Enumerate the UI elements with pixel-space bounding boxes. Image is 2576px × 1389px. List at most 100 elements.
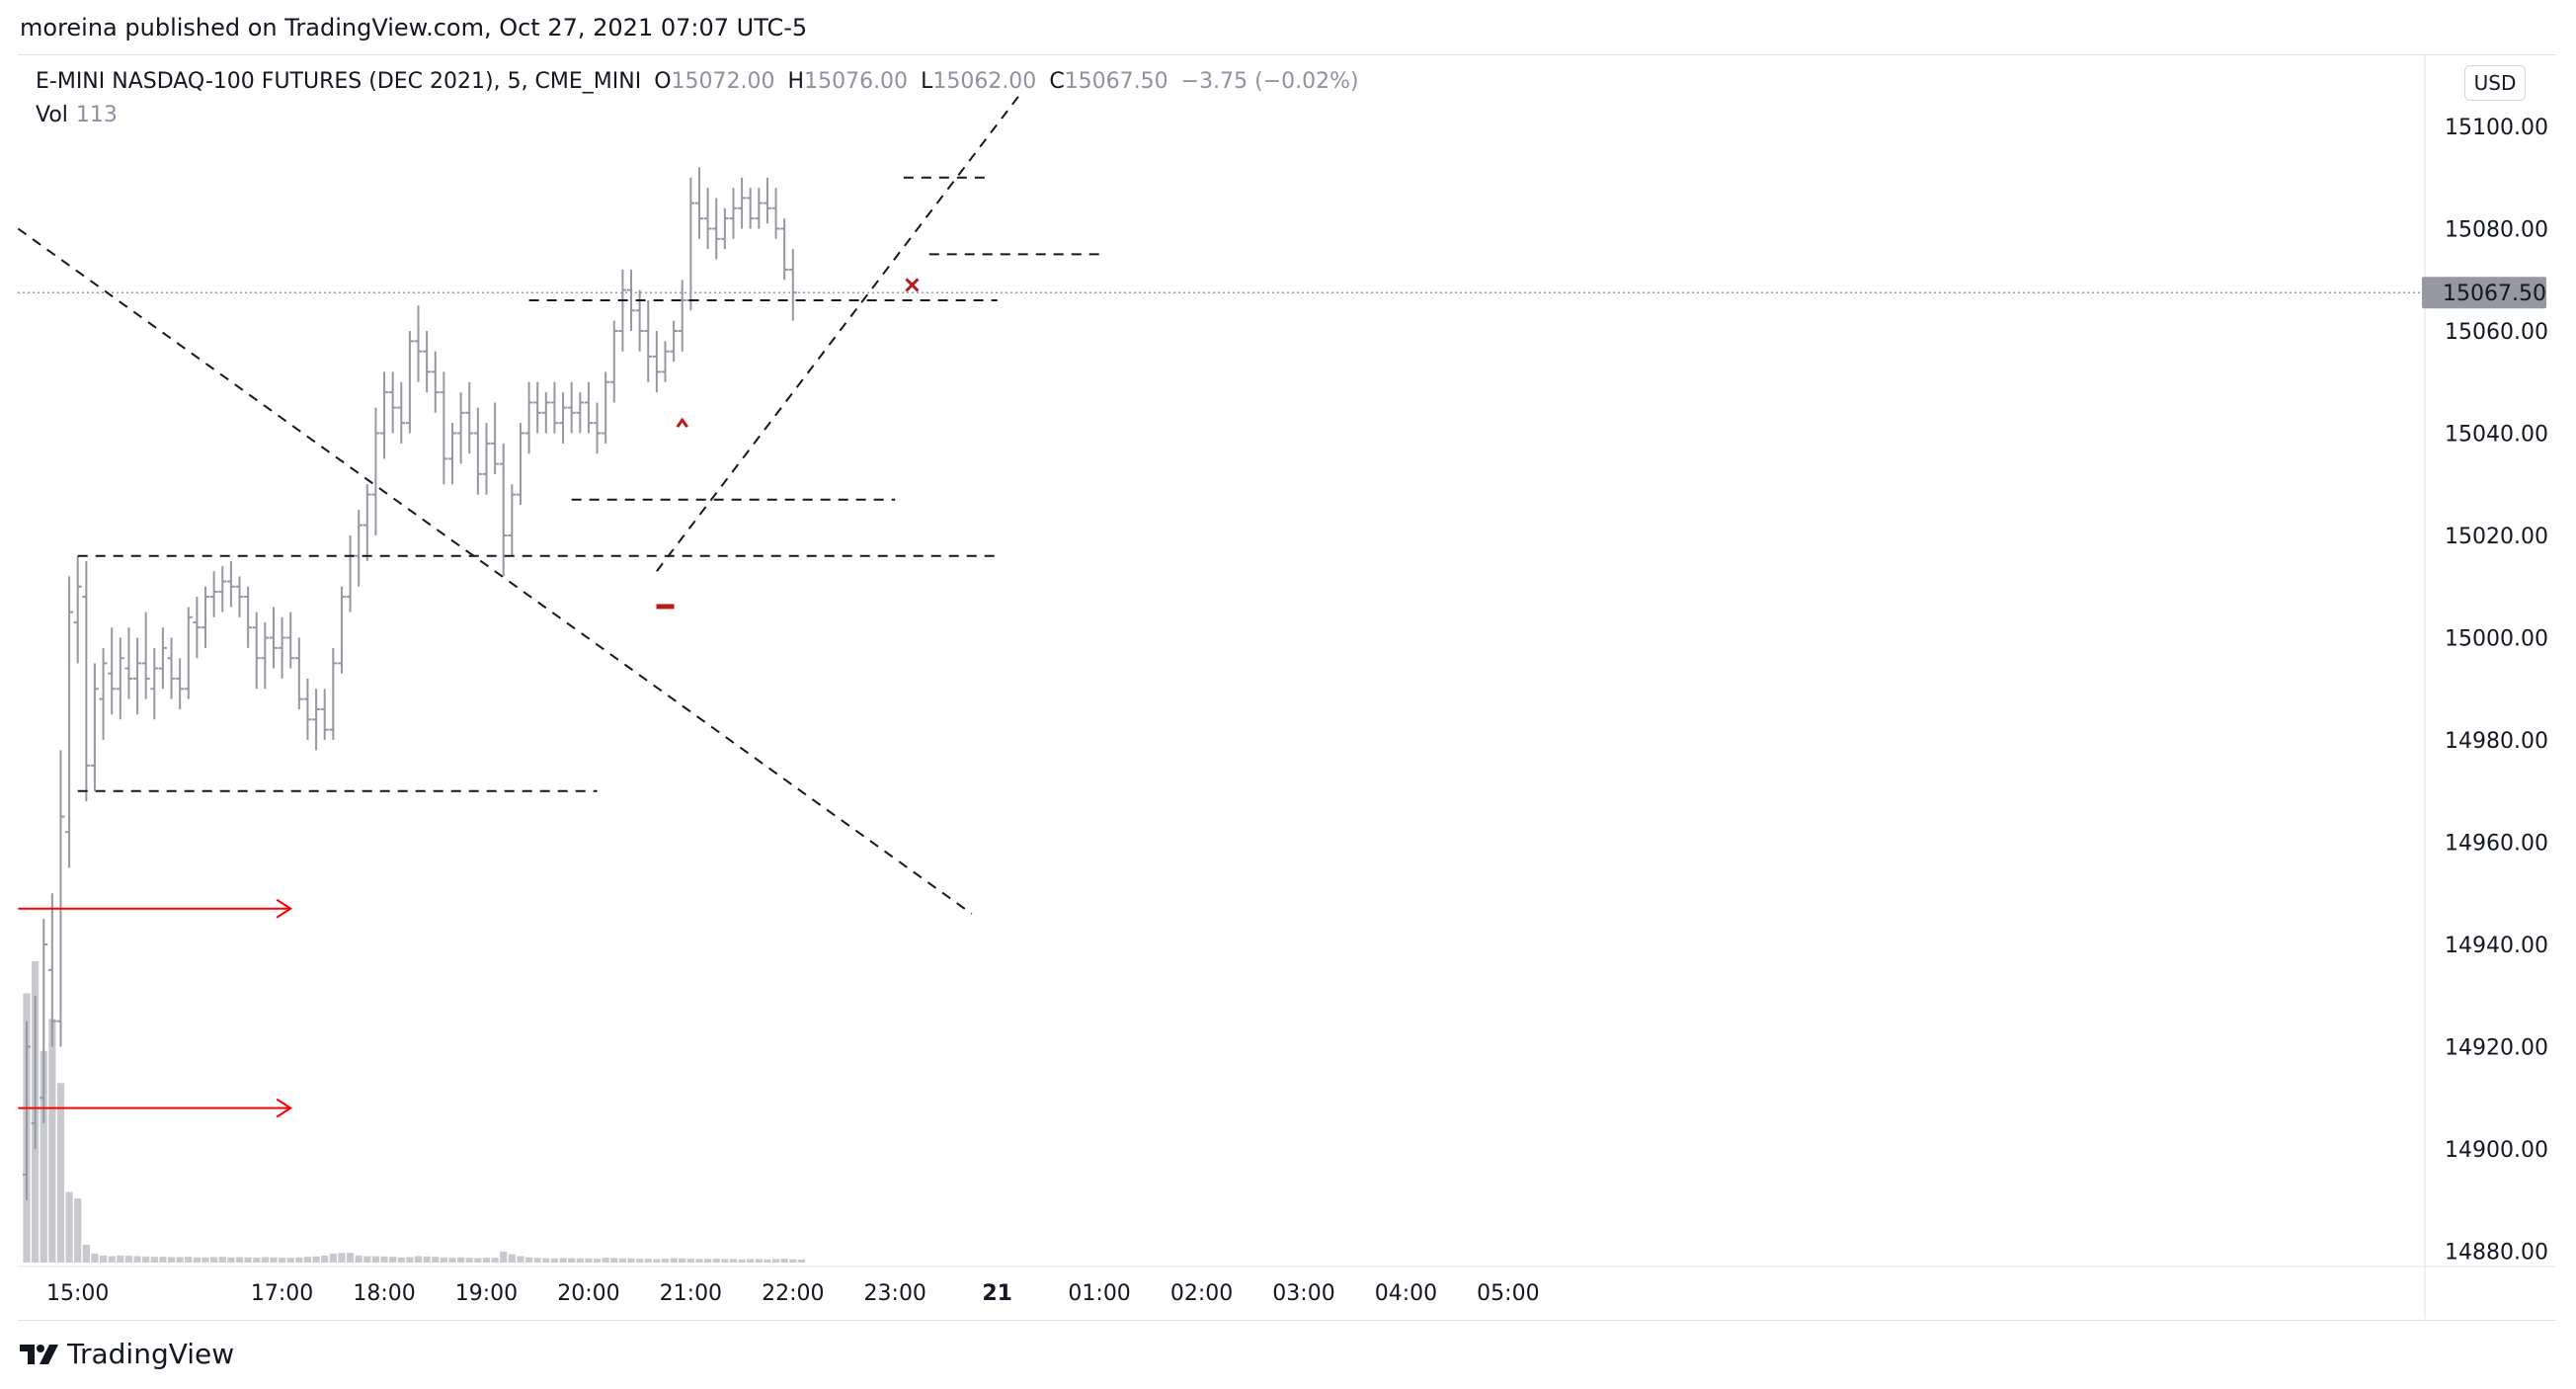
volume-bar bbox=[56, 1083, 65, 1263]
change-value: −3.75 (−0.02%) bbox=[1180, 69, 1359, 94]
ohlc-bar bbox=[593, 402, 602, 454]
close-value: 15067.50 bbox=[1064, 69, 1168, 94]
dashed-trend-line bbox=[17, 227, 973, 915]
volume-bar bbox=[389, 1257, 397, 1263]
ohlc-bar bbox=[337, 586, 346, 674]
volume-bar bbox=[644, 1259, 652, 1263]
ohlc-bar bbox=[686, 177, 695, 311]
chart-area[interactable] bbox=[18, 54, 2556, 1321]
ohlc-bar bbox=[235, 576, 244, 617]
volume-bar bbox=[653, 1259, 661, 1263]
x-tick-label: 17:00 bbox=[251, 1281, 313, 1306]
ohlc-bar bbox=[244, 586, 253, 648]
y-tick-label: 14960.00 bbox=[2445, 832, 2548, 857]
signal-caret-marker bbox=[676, 417, 688, 429]
ohlc-bar bbox=[499, 443, 508, 577]
volume-bar bbox=[227, 1257, 235, 1263]
volume-bar bbox=[82, 1244, 90, 1263]
ohlc-bar bbox=[567, 381, 576, 434]
red-arrow bbox=[18, 898, 293, 919]
arrow-head bbox=[276, 898, 293, 919]
volume-bar bbox=[585, 1258, 593, 1263]
ohlc-bar bbox=[465, 381, 474, 454]
y-tick-label: 15040.00 bbox=[2445, 423, 2548, 448]
y-tick-label: 14880.00 bbox=[2445, 1241, 2548, 1266]
volume-bar bbox=[755, 1259, 763, 1263]
high-label: H bbox=[787, 69, 805, 94]
x-tick-label: 19:00 bbox=[455, 1281, 518, 1306]
volume-bar bbox=[261, 1257, 269, 1263]
ohlc-bar bbox=[312, 689, 321, 751]
x-tick-label: 23:00 bbox=[864, 1281, 926, 1306]
ohlc-bar bbox=[397, 381, 406, 444]
ohlc-bar bbox=[703, 188, 712, 250]
ohlc-bar bbox=[346, 535, 355, 613]
volume-bar bbox=[210, 1257, 218, 1263]
ohlc-bar bbox=[678, 280, 686, 352]
ohlc-bar bbox=[294, 637, 303, 709]
ohlc-bar bbox=[635, 289, 644, 352]
volume-bar bbox=[482, 1258, 491, 1263]
ohlc-bar bbox=[261, 621, 270, 690]
ohlc-bar bbox=[209, 571, 218, 617]
ohlc-bar bbox=[99, 647, 108, 740]
cross-stroke bbox=[905, 278, 920, 292]
open-label: O bbox=[654, 69, 672, 94]
volume-bar bbox=[371, 1256, 380, 1263]
volume-bar bbox=[618, 1258, 626, 1263]
volume-bar bbox=[150, 1257, 158, 1263]
ohlc-bar bbox=[362, 484, 371, 561]
volume-bar bbox=[159, 1257, 167, 1263]
volume-bar bbox=[474, 1258, 482, 1263]
ohlc-bar bbox=[533, 381, 542, 434]
ohlc-bar bbox=[371, 407, 380, 535]
ohlc-bar bbox=[176, 658, 185, 709]
y-tick-label: 15020.00 bbox=[2445, 525, 2548, 549]
open-value: 15072.00 bbox=[671, 69, 775, 94]
ohlc-bar bbox=[602, 371, 610, 444]
ohlc-bar bbox=[252, 612, 261, 690]
ohlc-bar bbox=[746, 188, 755, 229]
y-tick-label: 15080.00 bbox=[2445, 218, 2548, 243]
ohlc-bar bbox=[541, 392, 550, 434]
volume-bar bbox=[704, 1259, 712, 1263]
ohlc-bar bbox=[482, 423, 491, 495]
volume-bar bbox=[661, 1259, 670, 1263]
ohlc-bar bbox=[184, 607, 193, 699]
x-tick-label: 05:00 bbox=[1477, 1281, 1539, 1306]
high-value: 15076.00 bbox=[804, 69, 909, 94]
y-tick-label: 14980.00 bbox=[2445, 729, 2548, 754]
ohlc-bar bbox=[763, 177, 771, 224]
volume-bar bbox=[65, 1191, 73, 1263]
ohlc-bar bbox=[431, 351, 440, 413]
ohlc-bar bbox=[303, 678, 312, 740]
volume-bar bbox=[99, 1255, 108, 1263]
ohlc-bar bbox=[218, 566, 227, 613]
ohlc-bar bbox=[278, 616, 286, 679]
volume-bar bbox=[508, 1254, 516, 1263]
y-tick-label: 15100.00 bbox=[2445, 116, 2548, 140]
volume-bar bbox=[670, 1258, 678, 1263]
arrow-head bbox=[276, 1098, 293, 1118]
ohlc-bar bbox=[414, 305, 423, 382]
ohlc-bar bbox=[269, 607, 278, 669]
volume-bar bbox=[448, 1258, 456, 1263]
ohlc-bar bbox=[388, 371, 397, 434]
ohlc-bar bbox=[423, 331, 432, 393]
volume-bar bbox=[627, 1258, 635, 1263]
volume-bar bbox=[108, 1256, 116, 1263]
volume-bar bbox=[295, 1257, 303, 1263]
volume-bar bbox=[568, 1258, 576, 1263]
currency-button[interactable]: USD bbox=[2464, 65, 2526, 101]
tradingview-logo-icon bbox=[20, 1344, 58, 1364]
last-price-label: 15067.50 bbox=[2443, 282, 2546, 306]
volume-bar bbox=[176, 1257, 184, 1263]
ohlc-bar bbox=[661, 341, 670, 382]
ohlc-bar bbox=[550, 381, 559, 434]
volume-bar bbox=[797, 1260, 806, 1263]
volume-bar bbox=[729, 1259, 738, 1263]
volume-bar bbox=[286, 1258, 294, 1263]
footer-brand[interactable]: TradingView bbox=[20, 1338, 234, 1370]
ohlc-bar bbox=[380, 371, 389, 459]
